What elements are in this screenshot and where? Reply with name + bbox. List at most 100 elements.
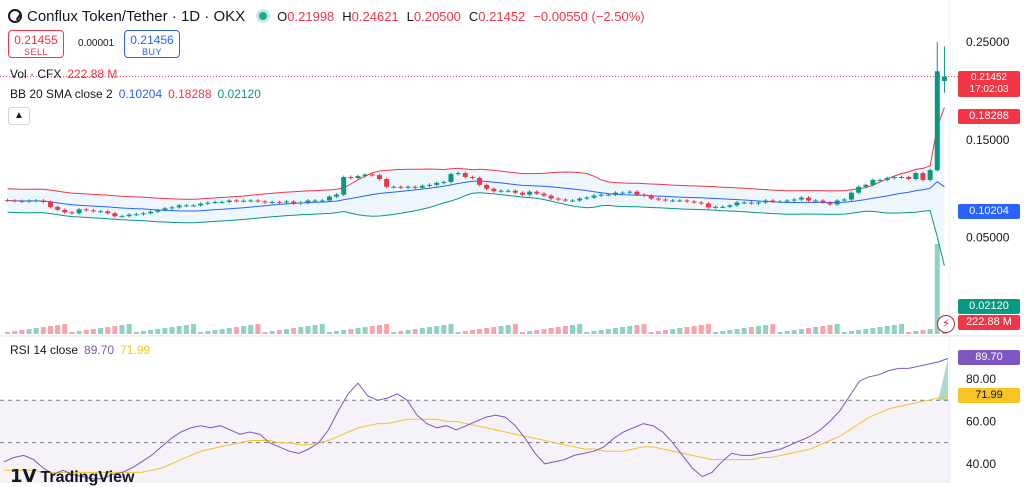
volume-bar [877, 327, 883, 334]
bollinger-legend[interactable]: BB 20 SMA close 2 0.10204 0.18288 0.02120 [10, 87, 261, 101]
volume-bar [791, 330, 797, 334]
candle-body [384, 178, 390, 187]
volume-bar [5, 332, 11, 334]
volume-bar [233, 327, 239, 334]
volume-bar [90, 329, 96, 334]
candle-body [870, 179, 876, 185]
volume-bar [269, 331, 275, 334]
candle-body [305, 200, 311, 203]
candle-body [434, 182, 440, 185]
candle-body [798, 197, 804, 200]
ohlc-high: H0.24621 [342, 8, 399, 24]
candle-countdown: 17:02:03 [969, 84, 1009, 95]
volume-bar [241, 326, 247, 334]
candle-body [55, 206, 61, 210]
volume-bar [770, 324, 776, 334]
candle-body [791, 199, 797, 201]
volume-bar [612, 328, 618, 334]
lightning-icon[interactable]: ⚡ [937, 315, 955, 333]
candle-body [105, 211, 111, 214]
candle-body [813, 200, 819, 202]
candle-body [899, 177, 905, 179]
candle-body [684, 200, 690, 202]
volume-bar [555, 327, 561, 334]
rsi-legend[interactable]: RSI 14 close 89.70 71.99 [10, 343, 150, 357]
candle-body [477, 178, 483, 185]
candle-body [913, 173, 919, 179]
buy-price: 0.21456 [130, 33, 174, 47]
candle-body [920, 173, 926, 180]
candle-body [441, 181, 447, 183]
volume-bar [419, 328, 425, 334]
volume-bar [677, 328, 683, 334]
candle-body [519, 192, 525, 195]
candle-body [455, 173, 461, 175]
candle-body [126, 214, 132, 217]
volume-bar [813, 327, 819, 334]
volume-bar [148, 330, 154, 334]
rsi-axis-tick: 60.00 [966, 414, 996, 428]
rsi-line [3, 357, 949, 480]
volume-bar [477, 329, 483, 334]
sell-price: 0.21455 [14, 33, 58, 47]
candle-body [219, 201, 225, 203]
volume-bar [362, 327, 368, 334]
candle-body [169, 207, 175, 209]
volume-bar [548, 328, 554, 334]
volume-bar [219, 329, 225, 334]
candle-body [534, 191, 540, 194]
candle-body [763, 200, 769, 203]
candle-body [319, 200, 325, 202]
candle-body [469, 177, 475, 179]
symbol-title[interactable]: Conflux Token/Tether · 1D · OKX [27, 7, 246, 25]
candle-body [348, 177, 354, 179]
volume-bar [727, 330, 733, 334]
collapse-legend-button[interactable]: ▲ [8, 107, 30, 125]
volume-bar [891, 325, 897, 334]
volume-bar [806, 328, 812, 334]
bollinger-upper-value: 0.18288 [168, 87, 212, 101]
candle-body [677, 200, 683, 202]
candle-body [620, 192, 626, 194]
volume-bar [76, 331, 82, 334]
candle-body [12, 200, 18, 202]
volume-bar [448, 324, 454, 334]
candle-body [83, 209, 89, 211]
candle-body [298, 202, 304, 204]
volume-bar [527, 331, 533, 334]
candle-body [40, 200, 46, 202]
volume-bar [663, 330, 669, 334]
volume-bar [634, 325, 640, 334]
buy-button[interactable]: 0.21456 BUY [124, 30, 180, 58]
candle-body [498, 190, 504, 192]
candle-body [827, 202, 833, 205]
candle-body [734, 202, 740, 206]
volume-bar [176, 326, 182, 334]
rsi-legend-name: RSI 14 close [10, 343, 79, 357]
candle-body [505, 190, 511, 192]
candle-body [941, 76, 947, 82]
bb-lower-tag: 0.02120 [958, 299, 1020, 314]
candle-body [527, 191, 533, 195]
volume-bar [906, 332, 912, 334]
ohlc-close: C0.21452 [468, 8, 526, 24]
candle-body [834, 200, 840, 205]
candle-body [770, 200, 776, 202]
candle-body [448, 174, 454, 182]
candle-body [512, 190, 518, 193]
candle-body [655, 198, 661, 200]
buy-label: BUY [141, 47, 162, 57]
sell-button[interactable]: 0.21455 SELL [8, 30, 64, 58]
candle-body [19, 201, 25, 203]
volume-legend[interactable]: Vol · CFX 222.88 M [10, 67, 117, 81]
volume-bar [283, 329, 289, 334]
volume-bar [69, 332, 75, 334]
candle-body [76, 209, 82, 214]
rsi-background-band [0, 400, 950, 483]
candle-body [884, 178, 890, 180]
volume-bar [763, 325, 769, 334]
candle-body [326, 196, 332, 201]
rsi-overbought-fill [938, 358, 948, 401]
volume-bar [33, 328, 39, 334]
